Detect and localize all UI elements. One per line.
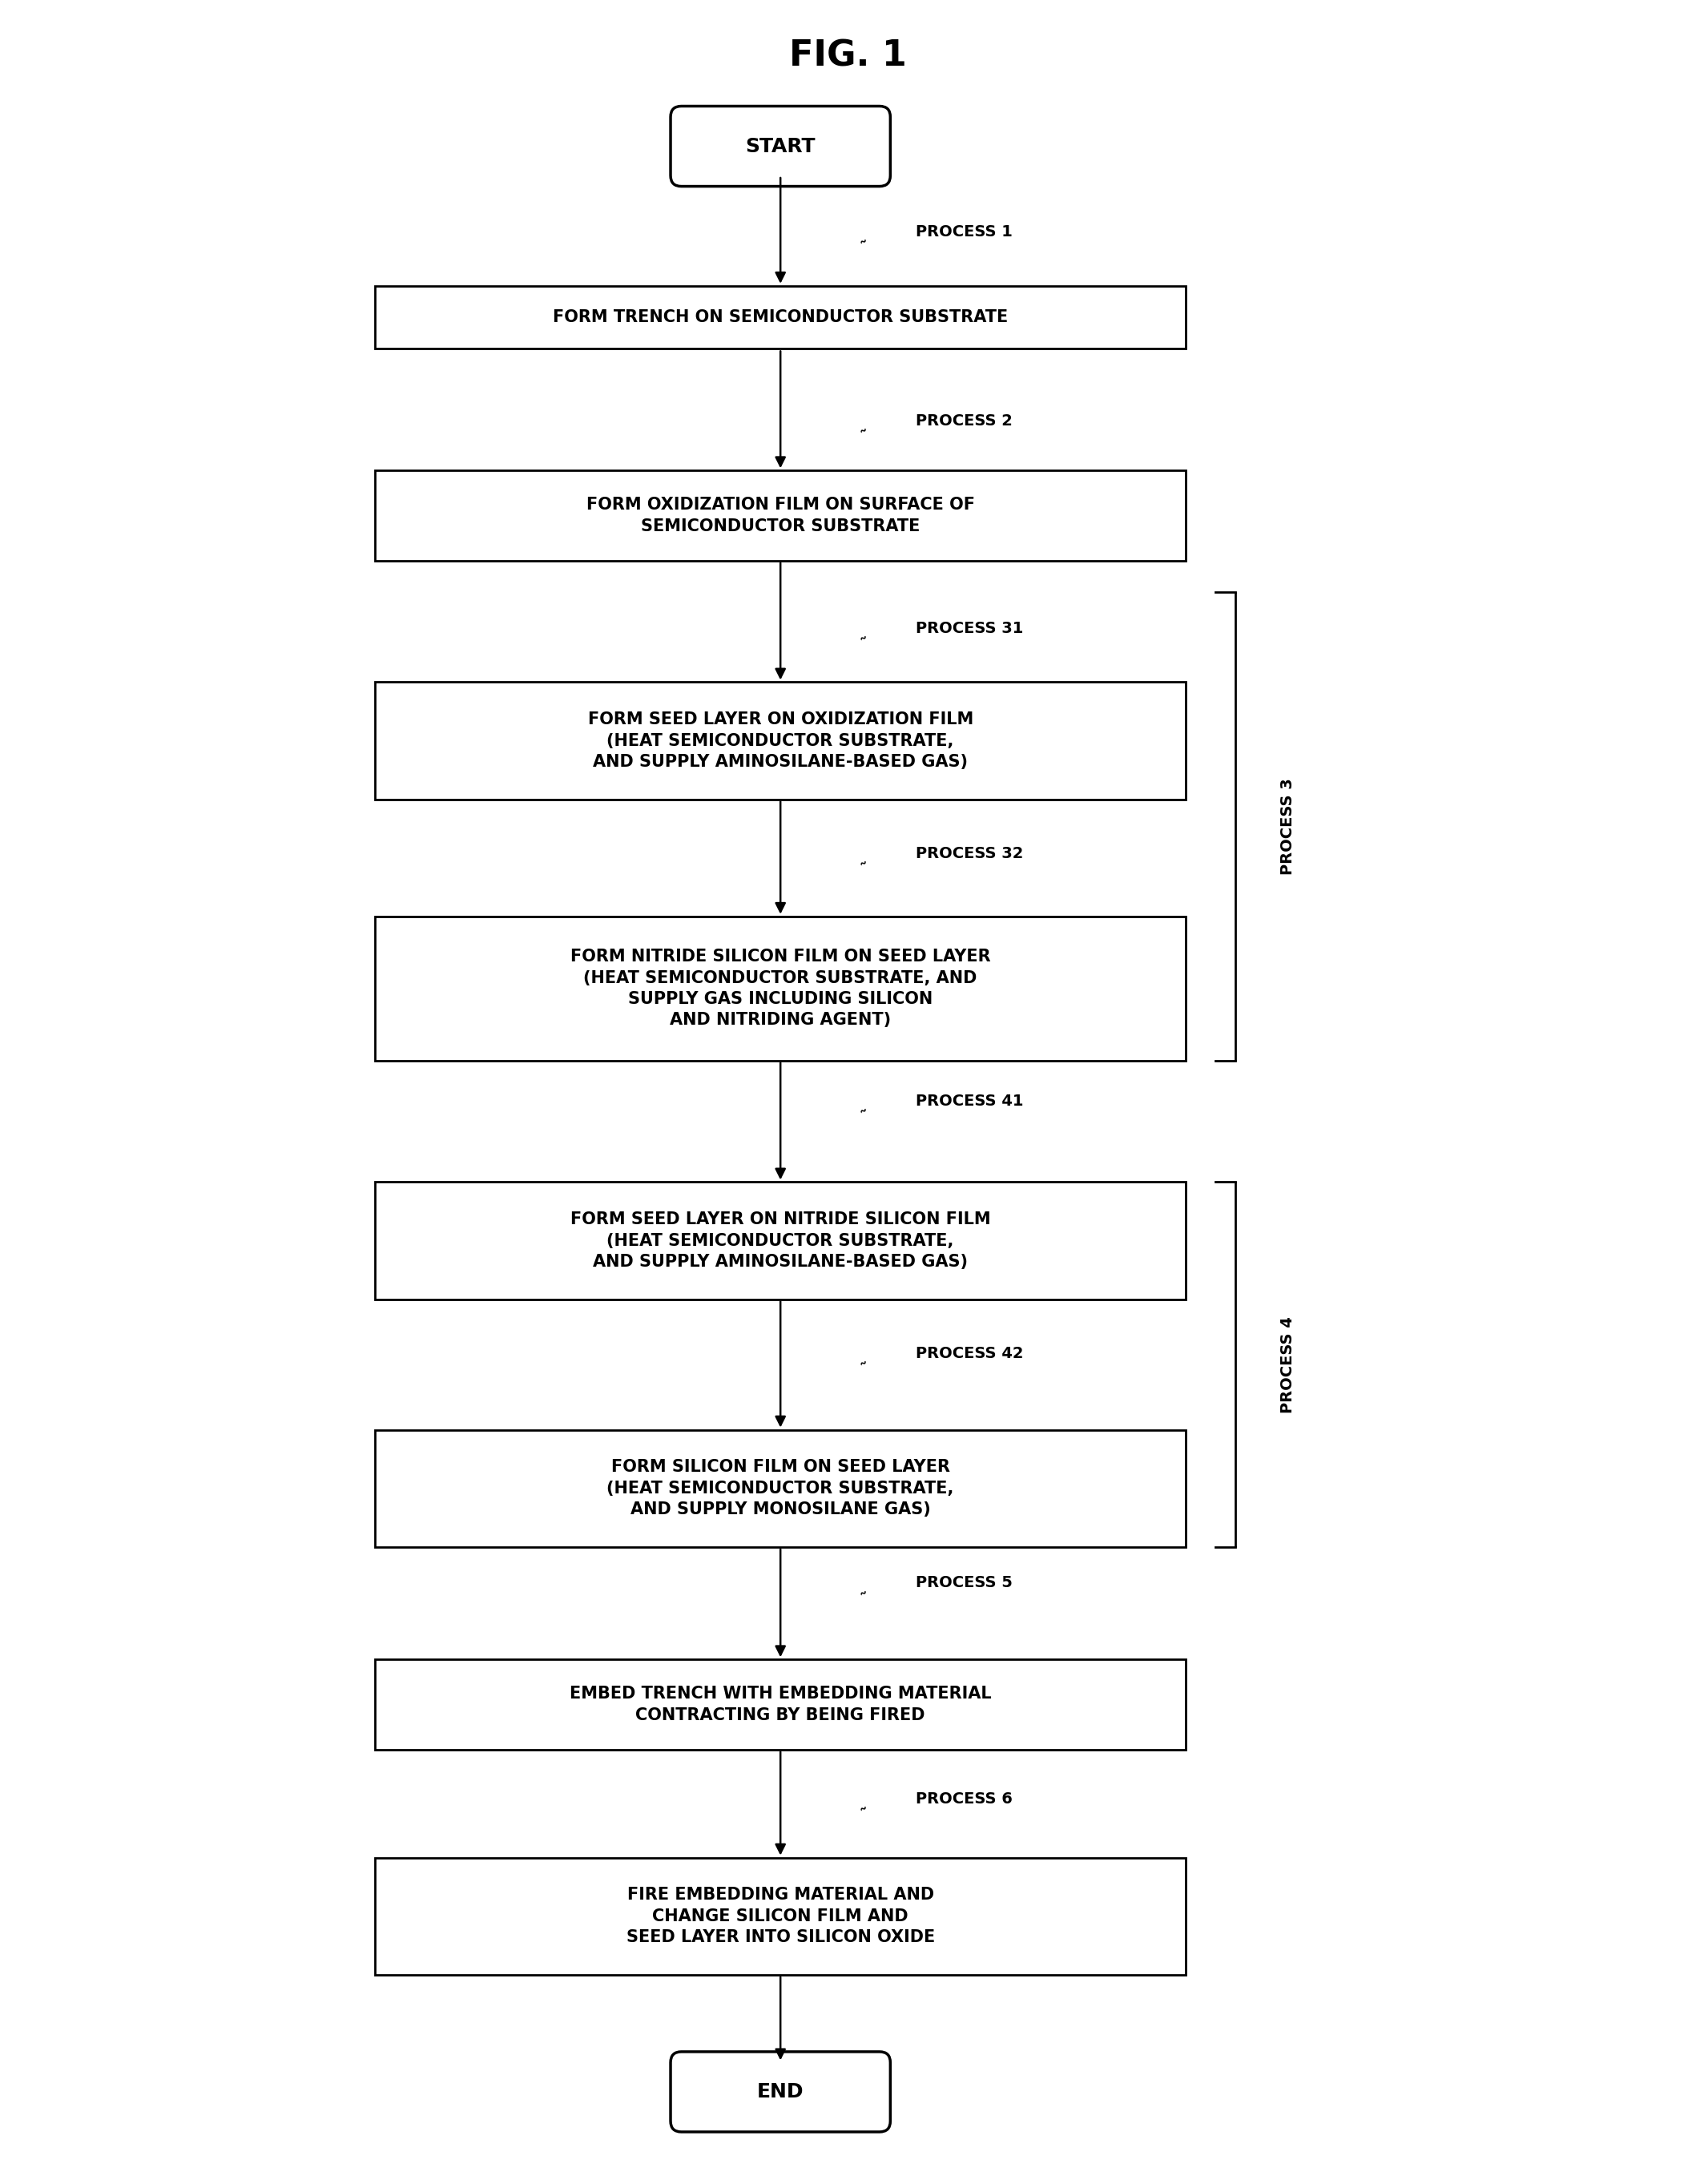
Text: ˜: ˜ — [860, 428, 873, 446]
Text: ˜: ˜ — [860, 1107, 873, 1127]
Text: FIG. 1: FIG. 1 — [789, 39, 907, 74]
Text: PROCESS 31: PROCESS 31 — [916, 620, 1023, 636]
Text: END: END — [756, 2081, 804, 2101]
Text: PROCESS 6: PROCESS 6 — [916, 1791, 1013, 1806]
Text: PROCESS 42: PROCESS 42 — [916, 1345, 1023, 1361]
Text: EMBED TRENCH WITH EMBEDDING MATERIAL
CONTRACTING BY BEING FIRED: EMBED TRENCH WITH EMBEDDING MATERIAL CON… — [570, 1686, 992, 1723]
Text: FORM NITRIDE SILICON FILM ON SEED LAYER
(HEAT SEMICONDUCTOR SUBSTRATE, AND
SUPPL: FORM NITRIDE SILICON FILM ON SEED LAYER … — [570, 948, 990, 1029]
Text: FIRE EMBEDDING MATERIAL AND
CHANGE SILICON FILM AND
SEED LAYER INTO SILICON OXID: FIRE EMBEDDING MATERIAL AND CHANGE SILIC… — [626, 1887, 934, 1946]
Text: PROCESS 32: PROCESS 32 — [916, 845, 1023, 860]
Text: ˜: ˜ — [860, 1590, 873, 1607]
Text: PROCESS 41: PROCESS 41 — [916, 1094, 1023, 1109]
Text: PROCESS 2: PROCESS 2 — [916, 413, 1013, 428]
FancyBboxPatch shape — [670, 2051, 890, 2132]
Bar — [375, 1660, 1186, 1749]
Text: ˜: ˜ — [860, 1361, 873, 1378]
Text: FORM SILICON FILM ON SEED LAYER
(HEAT SEMICONDUCTOR SUBSTRATE,
AND SUPPLY MONOSI: FORM SILICON FILM ON SEED LAYER (HEAT SE… — [607, 1459, 955, 1518]
Text: ˜: ˜ — [860, 860, 873, 878]
Text: START: START — [746, 138, 816, 155]
Text: PROCESS 4: PROCESS 4 — [1280, 1317, 1296, 1413]
Bar — [375, 470, 1186, 561]
FancyBboxPatch shape — [670, 107, 890, 186]
Bar — [375, 681, 1186, 799]
Text: PROCESS 3: PROCESS 3 — [1280, 778, 1296, 874]
Text: ˜: ˜ — [860, 636, 873, 653]
Text: FORM SEED LAYER ON NITRIDE SILICON FILM
(HEAT SEMICONDUCTOR SUBSTRATE,
AND SUPPL: FORM SEED LAYER ON NITRIDE SILICON FILM … — [570, 1212, 990, 1269]
Text: FORM OXIDIZATION FILM ON SURFACE OF
SEMICONDUCTOR SUBSTRATE: FORM OXIDIZATION FILM ON SURFACE OF SEMI… — [587, 498, 975, 535]
Bar — [375, 1431, 1186, 1546]
Bar — [375, 286, 1186, 349]
Bar — [375, 1859, 1186, 1974]
Text: PROCESS 1: PROCESS 1 — [916, 225, 1013, 240]
Bar — [375, 917, 1186, 1061]
Text: ˜: ˜ — [860, 1806, 873, 1824]
Text: ˜: ˜ — [860, 238, 873, 258]
Text: FORM TRENCH ON SEMICONDUCTOR SUBSTRATE: FORM TRENCH ON SEMICONDUCTOR SUBSTRATE — [553, 310, 1007, 325]
Bar — [375, 1182, 1186, 1299]
Text: FORM SEED LAYER ON OXIDIZATION FILM
(HEAT SEMICONDUCTOR SUBSTRATE,
AND SUPPLY AM: FORM SEED LAYER ON OXIDIZATION FILM (HEA… — [589, 712, 974, 771]
Text: PROCESS 5: PROCESS 5 — [916, 1575, 1013, 1590]
